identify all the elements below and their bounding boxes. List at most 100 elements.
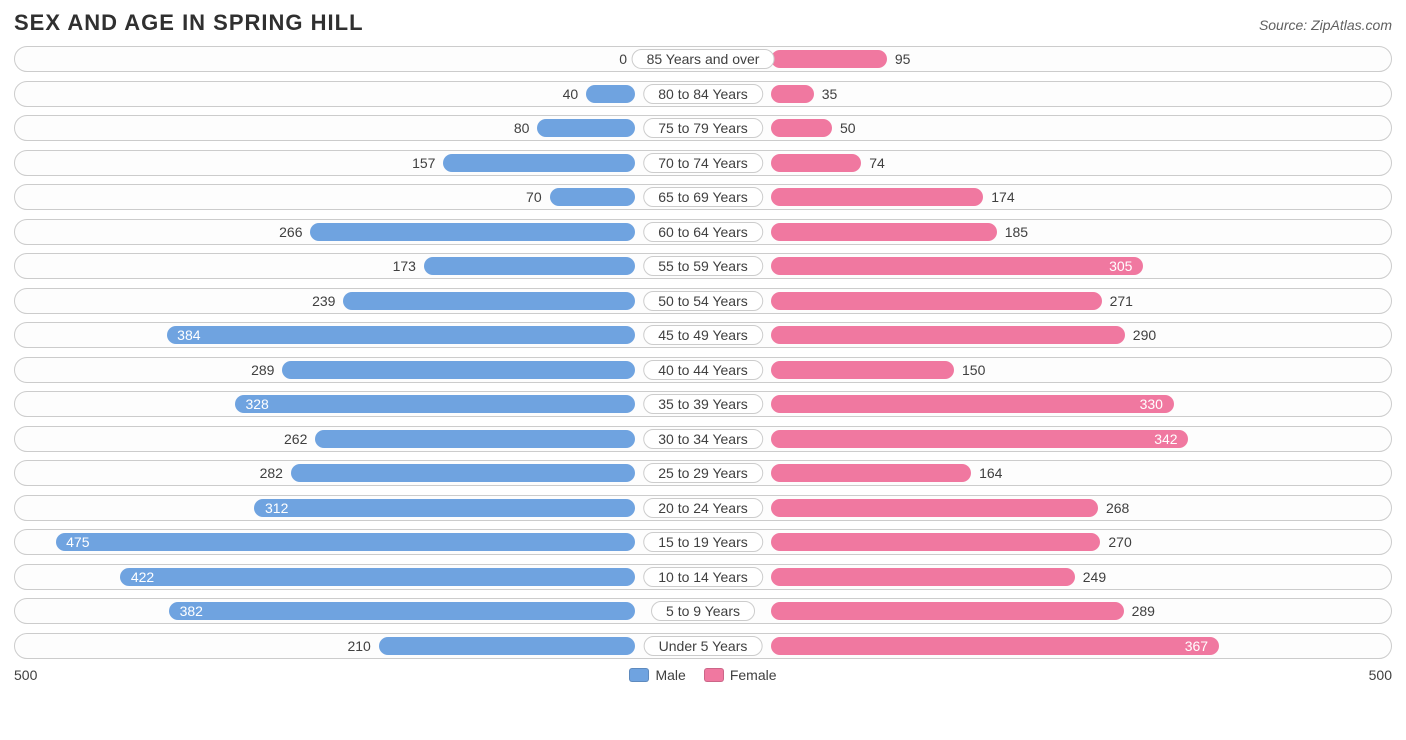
pyramid-row: 15 to 19 Years475270 — [14, 529, 1392, 555]
age-group-label: 50 to 54 Years — [643, 291, 763, 311]
legend-swatch-female — [704, 668, 724, 682]
pyramid-row: 25 to 29 Years 282 164 — [14, 460, 1392, 486]
age-group-label: 40 to 44 Years — [643, 360, 763, 380]
legend-label-female: Female — [730, 667, 777, 683]
male-value: 384 — [177, 327, 200, 343]
female-value: 164 — [979, 465, 1002, 481]
male-value: 40 — [563, 86, 579, 102]
male-bar — [254, 499, 635, 517]
male-value: 282 — [260, 465, 283, 481]
male-bar — [586, 85, 635, 103]
male-value: 475 — [66, 534, 89, 550]
legend-swatch-male — [629, 668, 649, 682]
female-value: 185 — [1005, 224, 1028, 240]
female-value: 74 — [869, 155, 885, 171]
female-bar — [771, 395, 1174, 413]
legend-item-male: Male — [629, 667, 685, 683]
female-bar — [771, 119, 832, 137]
pyramid-row: 60 to 64 Years 266 185 — [14, 219, 1392, 245]
chart-legend: Male Female — [629, 667, 776, 683]
legend-item-female: Female — [704, 667, 777, 683]
female-bar — [771, 430, 1188, 448]
pyramid-row: 40 to 44 Years 289 150 — [14, 357, 1392, 383]
male-bar — [379, 637, 635, 655]
male-value: 70 — [526, 189, 542, 205]
male-bar — [282, 361, 635, 379]
pyramid-row: 55 to 59 Years173305 — [14, 253, 1392, 279]
age-group-label: 75 to 79 Years — [643, 118, 763, 138]
female-bar — [771, 637, 1219, 655]
female-bar — [771, 292, 1102, 310]
male-value: 157 — [412, 155, 435, 171]
female-bar — [771, 499, 1098, 517]
female-bar — [771, 50, 887, 68]
female-value: 249 — [1083, 569, 1106, 585]
male-bar — [443, 154, 635, 172]
female-bar — [771, 464, 971, 482]
female-bar — [771, 602, 1124, 620]
male-bar — [235, 395, 635, 413]
male-bar — [56, 533, 636, 551]
male-bar — [310, 223, 635, 241]
female-value: 174 — [991, 189, 1014, 205]
pyramid-row: 20 to 24 Years 312 268 — [14, 495, 1392, 521]
pyramid-row: 85 Years and over 0 95 — [14, 46, 1392, 72]
pyramid-row: 10 to 14 Years 422 249 — [14, 564, 1392, 590]
female-value: 50 — [840, 120, 856, 136]
age-group-label: 80 to 84 Years — [643, 84, 763, 104]
axis-max-right: 500 — [1369, 667, 1392, 683]
female-bar — [771, 85, 814, 103]
male-bar — [424, 257, 635, 275]
pyramid-row: 45 to 49 Years384290 — [14, 322, 1392, 348]
pyramid-row: 30 to 34 Years262342 — [14, 426, 1392, 452]
axis-max-left: 500 — [14, 667, 37, 683]
female-value: 330 — [1140, 396, 1163, 412]
male-value: 289 — [251, 362, 274, 378]
age-group-label: 55 to 59 Years — [643, 256, 763, 276]
age-group-label: 15 to 19 Years — [643, 532, 763, 552]
male-value: 328 — [245, 396, 268, 412]
age-group-label: 20 to 24 Years — [643, 498, 763, 518]
female-value: 271 — [1110, 293, 1133, 309]
pyramid-row: 75 to 79 Years 80 50 — [14, 115, 1392, 141]
female-value: 35 — [822, 86, 838, 102]
female-value: 289 — [1132, 603, 1155, 619]
male-bar — [120, 568, 635, 586]
chart-header: SEX AND AGE IN SPRING HILL Source: ZipAt… — [14, 10, 1392, 36]
female-bar — [771, 223, 997, 241]
male-value: 210 — [347, 638, 370, 654]
female-value: 95 — [895, 51, 911, 67]
male-value: 266 — [279, 224, 302, 240]
male-value: 262 — [284, 431, 307, 447]
population-pyramid-chart: 85 Years and over 0 95 80 to 84 Years 40 35 75… — [14, 46, 1392, 659]
pyramid-row: 70 to 74 Years 157 74 — [14, 150, 1392, 176]
female-bar — [771, 533, 1100, 551]
pyramid-row: 5 to 9 Years382289 — [14, 598, 1392, 624]
age-group-label: 60 to 64 Years — [643, 222, 763, 242]
female-bar — [771, 361, 954, 379]
male-value: 0 — [619, 51, 627, 67]
female-value: 268 — [1106, 500, 1129, 516]
male-value: 80 — [514, 120, 530, 136]
age-group-label: 70 to 74 Years — [643, 153, 763, 173]
male-value: 173 — [393, 258, 416, 274]
female-bar — [771, 568, 1075, 586]
male-value: 312 — [265, 500, 288, 516]
male-bar — [343, 292, 635, 310]
age-group-label: 65 to 69 Years — [643, 187, 763, 207]
age-group-label: 25 to 29 Years — [643, 463, 763, 483]
female-bar — [771, 257, 1143, 275]
female-bar — [771, 154, 861, 172]
age-group-label: 35 to 39 Years — [643, 394, 763, 414]
age-group-label: 10 to 14 Years — [643, 567, 763, 587]
female-value: 290 — [1133, 327, 1156, 343]
male-value: 422 — [131, 569, 154, 585]
age-group-label: 85 Years and over — [632, 49, 775, 69]
female-value: 150 — [962, 362, 985, 378]
pyramid-row: Under 5 Years210367 — [14, 633, 1392, 659]
female-bar — [771, 326, 1125, 344]
pyramid-row: 65 to 69 Years 70 174 — [14, 184, 1392, 210]
female-value: 367 — [1185, 638, 1208, 654]
chart-source: Source: ZipAtlas.com — [1259, 17, 1392, 33]
male-bar — [315, 430, 635, 448]
